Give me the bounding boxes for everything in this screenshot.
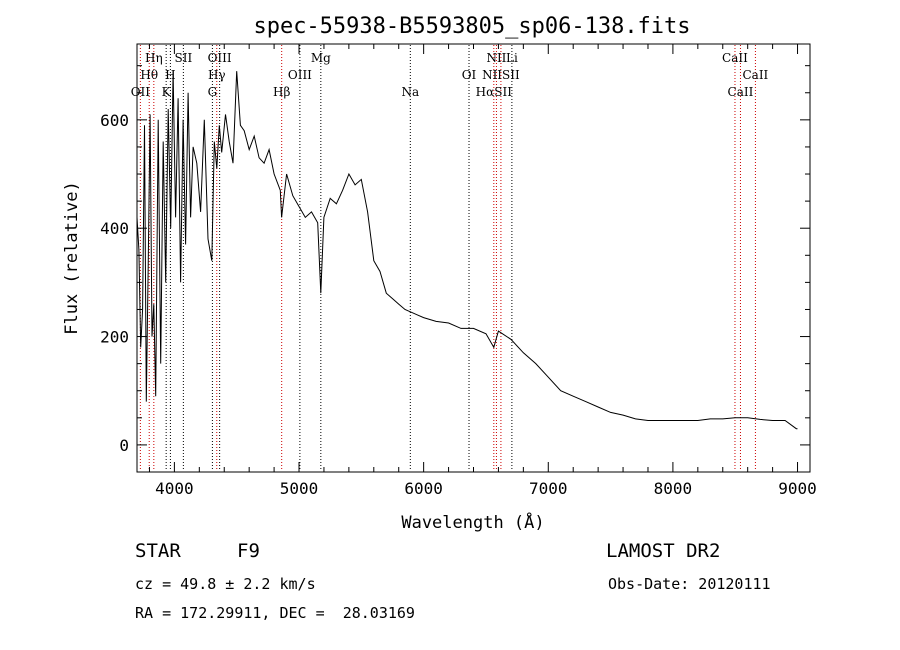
spectral-line-label: Hβ <box>273 85 290 99</box>
x-tick-label: 7000 <box>529 479 568 498</box>
spectral-line-label: OI <box>462 68 477 82</box>
plot-frame <box>136 43 811 473</box>
chart-title: spec-55938-B5593805_sp06-138.fits <box>253 14 690 39</box>
spectral-line-label: CaII <box>728 85 754 99</box>
spectral-line-label: SII <box>175 51 193 65</box>
x-tick-label: 4000 <box>155 479 194 498</box>
spectral-line-label: NIISII <box>482 68 520 82</box>
spectral-line-label: OII <box>131 85 151 99</box>
spectral-line-markers <box>139 45 756 471</box>
spectral-line-label: H <box>165 68 175 82</box>
y-tick-label: 600 <box>100 111 129 130</box>
spectral-line-label: OIII <box>208 51 232 65</box>
survey-name: LAMOST DR2 <box>606 540 721 562</box>
spectral-line-label: Li <box>506 51 518 65</box>
coordinates: RA = 172.29911, DEC = 28.03169 <box>135 604 415 622</box>
x-tick-label: 5000 <box>280 479 319 498</box>
y-tick-label: 200 <box>100 328 129 347</box>
x-axis-label: Wavelength (Å) <box>401 511 544 533</box>
observation-date: Obs-Date: 20120111 <box>608 575 771 593</box>
spectral-line-label: CaII <box>722 51 748 65</box>
x-tick-label: 8000 <box>654 479 693 498</box>
y-tick-label: 400 <box>100 219 129 238</box>
spectral-line-label: G <box>208 85 218 99</box>
x-tick-label: 9000 <box>778 479 817 498</box>
axis-ticks <box>137 44 810 473</box>
redshift-cz: cz = 49.8 ± 2.2 km/s <box>135 575 316 593</box>
spectral-line-label: K <box>162 85 172 99</box>
spectral-line-label: Hγ <box>208 68 226 82</box>
object-subclass: F9 <box>237 540 260 562</box>
object-class: STAR <box>135 540 181 562</box>
axis-tick-labels: 4000 5000 6000 7000 8000 9000 0 200 400 600 <box>100 111 817 498</box>
spectral-line-label: CaII <box>742 68 768 82</box>
y-tick-label: 0 <box>119 436 129 455</box>
spectral-line-label: NII <box>486 51 506 65</box>
spectral-line-label: HαSII <box>476 85 513 99</box>
spectral-line-label: OIII <box>288 68 312 82</box>
y-axis-label: Flux (relative) <box>62 181 82 335</box>
spectral-line-label: Hθ <box>140 68 158 82</box>
spectral-line-label: Mg <box>311 51 331 65</box>
x-tick-label: 6000 <box>404 479 443 498</box>
spectral-line-label: Hη <box>145 51 163 65</box>
spectrum-series-line <box>136 71 798 430</box>
spectral-line-label: Na <box>401 85 419 99</box>
